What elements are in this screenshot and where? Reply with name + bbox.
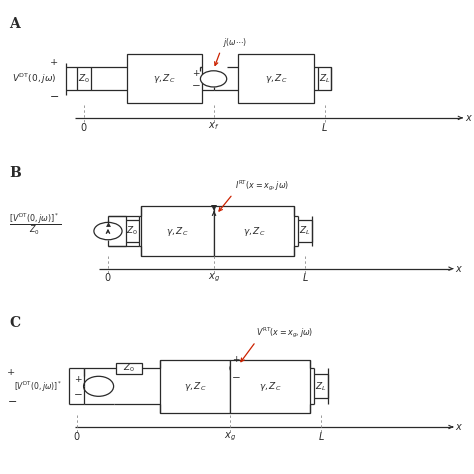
- Text: $[V^{\rm DT}(0,j\omega)]^*$: $[V^{\rm DT}(0,j\omega)]^*$: [14, 379, 63, 393]
- Text: $\gamma, Z_C$: $\gamma, Z_C$: [264, 73, 287, 85]
- Text: $j(\omega\cdots)$: $j(\omega\cdots)$: [223, 36, 247, 49]
- Text: $Z_0$: $Z_0$: [127, 225, 138, 237]
- Text: $\gamma, Z_C$: $\gamma, Z_C$: [153, 73, 175, 85]
- Text: +: +: [50, 58, 58, 67]
- Text: $L$: $L$: [318, 430, 324, 442]
- Bar: [126, 220, 139, 242]
- Bar: [230, 360, 310, 413]
- Text: $\gamma, Z_C$: $\gamma, Z_C$: [183, 380, 206, 393]
- Bar: [214, 207, 294, 255]
- Text: $x$: $x$: [455, 264, 464, 273]
- Text: $-$: $-$: [191, 80, 201, 89]
- Text: +: +: [74, 375, 82, 384]
- Circle shape: [83, 376, 114, 396]
- Text: $Z_0$: $Z_0$: [123, 362, 135, 374]
- Text: $V^{\rm RT}(x=x_g, j\omega)$: $V^{\rm RT}(x=x_g, j\omega)$: [256, 326, 313, 340]
- Text: $-$: $-$: [49, 90, 59, 100]
- Text: $x_f$: $x_f$: [208, 121, 219, 132]
- Text: $x_g$: $x_g$: [224, 430, 236, 443]
- Bar: [127, 55, 202, 103]
- Text: $Z_0$: $Z_0$: [78, 73, 90, 85]
- Text: +: +: [7, 368, 15, 377]
- Bar: [238, 55, 313, 103]
- Text: $Z_L$: $Z_L$: [299, 225, 311, 237]
- Text: $x_g$: $x_g$: [208, 271, 220, 283]
- Text: $-$: $-$: [231, 373, 240, 382]
- Circle shape: [201, 71, 227, 87]
- Text: +: +: [232, 355, 239, 364]
- Text: $I^{\rm RT}(x=x_g, j\omega)$: $I^{\rm RT}(x=x_g, j\omega)$: [235, 178, 290, 192]
- Text: C: C: [9, 316, 20, 330]
- Text: $x$: $x$: [455, 422, 464, 432]
- Text: $0$: $0$: [73, 430, 80, 442]
- Text: $L$: $L$: [321, 120, 328, 133]
- Bar: [160, 360, 230, 413]
- Text: $\dfrac{[V^{\rm DT}(0,j\omega)]^*}{Z_0}$: $\dfrac{[V^{\rm DT}(0,j\omega)]^*}{Z_0}$: [9, 211, 62, 237]
- Circle shape: [230, 361, 251, 375]
- Text: B: B: [9, 166, 21, 180]
- Text: $0$: $0$: [80, 120, 88, 133]
- Text: $\gamma, Z_C$: $\gamma, Z_C$: [259, 380, 281, 393]
- Bar: [314, 374, 328, 398]
- Text: $Z_L$: $Z_L$: [315, 380, 327, 392]
- Text: $\gamma, Z_C$: $\gamma, Z_C$: [243, 225, 265, 237]
- Text: $Z_L$: $Z_L$: [319, 73, 330, 85]
- Bar: [77, 67, 91, 91]
- Text: $\gamma, Z_C$: $\gamma, Z_C$: [166, 225, 189, 237]
- Bar: [141, 207, 214, 255]
- Text: $L$: $L$: [301, 271, 309, 283]
- Bar: [116, 363, 142, 374]
- Text: A: A: [9, 17, 20, 31]
- Bar: [299, 220, 311, 242]
- Text: $-$: $-$: [7, 395, 17, 405]
- Text: $0$: $0$: [104, 271, 112, 283]
- Circle shape: [94, 222, 122, 240]
- Text: $x$: $x$: [465, 113, 473, 123]
- Bar: [318, 67, 331, 91]
- Text: +: +: [192, 69, 200, 78]
- Text: $-$: $-$: [73, 389, 83, 398]
- Text: $V^{\rm DT}(0,j\omega)$: $V^{\rm DT}(0,j\omega)$: [12, 72, 56, 86]
